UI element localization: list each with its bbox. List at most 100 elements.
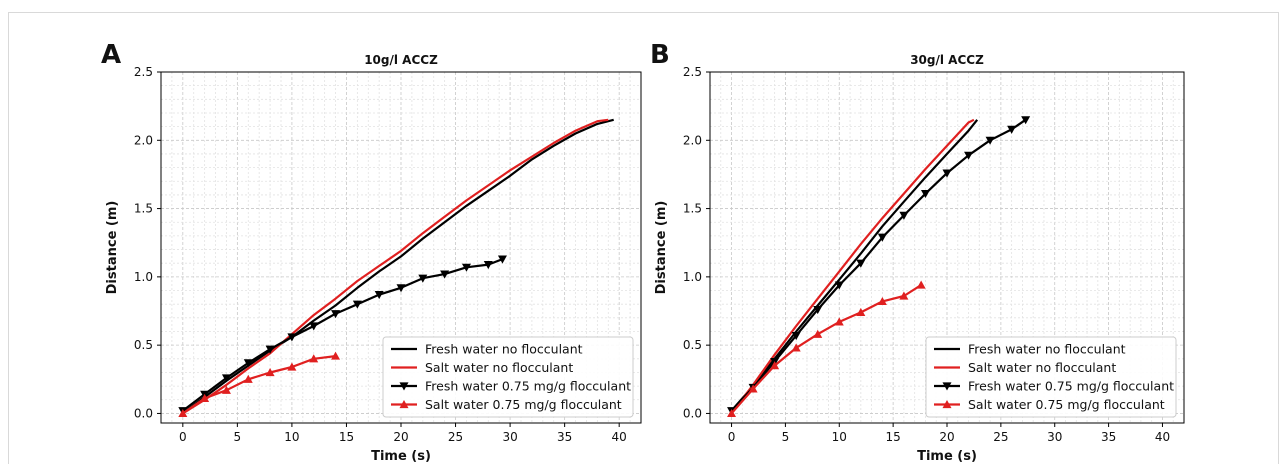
- data-point-marker: [942, 169, 952, 178]
- x-tick-label: 25: [993, 430, 1008, 444]
- data-point-marker: [899, 211, 909, 220]
- legend-marker: [942, 382, 952, 391]
- data-point-marker: [985, 136, 995, 145]
- data-point-marker: [461, 263, 471, 272]
- data-point-marker: [899, 291, 909, 300]
- legend-marker: [942, 400, 952, 409]
- legend-label: Fresh water no flocculant: [968, 342, 1126, 357]
- x-tick-label: 30: [502, 430, 517, 444]
- legend-label: Salt water 0.75 mg/g flocculant: [968, 397, 1165, 412]
- data-point-marker: [331, 310, 341, 319]
- figure-frame: [8, 12, 1279, 464]
- y-tick-label: 1.0: [134, 270, 153, 284]
- y-tick-label: 1.5: [683, 202, 702, 216]
- legend-box: [925, 336, 1177, 418]
- series-line-salt-water-0-75-mg-g-flocculant: [730, 284, 922, 415]
- data-point-marker: [748, 384, 758, 393]
- data-point-marker: [396, 284, 406, 293]
- data-point-marker: [352, 300, 362, 309]
- data-point-marker: [877, 233, 887, 242]
- x-tick-label: 35: [1101, 430, 1116, 444]
- data-point-marker: [770, 361, 780, 370]
- x-tick-label: 20: [393, 430, 408, 444]
- series-salt-water-0-75-mg-g-flocculant: [178, 351, 341, 418]
- series-fresh-water-no-flocculant: [182, 118, 614, 415]
- panel-a-letter: A: [101, 40, 122, 70]
- x-tick-label: 25: [448, 430, 463, 444]
- series-line-fresh-water-no-flocculant: [182, 118, 614, 415]
- series-line-salt-water-no-flocculant: [182, 118, 609, 415]
- data-point-marker: [287, 362, 297, 371]
- data-point-marker: [221, 374, 231, 383]
- data-point-marker: [265, 367, 275, 377]
- legend-label: Salt water no flocculant: [968, 360, 1116, 375]
- data-point-marker: [1021, 116, 1031, 125]
- legend-label: Salt water 0.75 mg/g flocculant: [425, 397, 622, 412]
- data-point-marker: [920, 189, 930, 199]
- data-point-marker: [418, 274, 428, 283]
- data-point-marker: [265, 345, 275, 354]
- y-tick-label: 0.5: [134, 338, 153, 352]
- x-tick-label: 15: [885, 430, 900, 444]
- series-salt-water-no-flocculant: [730, 118, 975, 415]
- x-tick-label: 10: [832, 430, 847, 444]
- x-tick-label: 10: [284, 430, 299, 444]
- legend-label: Fresh water 0.75 mg/g flocculant: [968, 379, 1174, 394]
- y-tick-label: 2.5: [134, 65, 153, 79]
- x-tick-label: 0: [728, 430, 736, 444]
- data-point-marker: [309, 354, 319, 363]
- data-point-marker: [440, 270, 450, 279]
- y-tick-label: 0.0: [683, 406, 702, 420]
- x-tick-label: 5: [782, 430, 790, 444]
- x-tick-label: 40: [1155, 430, 1170, 444]
- y-tick-label: 0.5: [683, 338, 702, 352]
- data-point-marker: [834, 317, 844, 326]
- data-point-marker: [964, 151, 974, 160]
- data-point-marker: [916, 280, 926, 289]
- data-point-marker: [287, 333, 297, 342]
- data-point-marker: [791, 343, 801, 352]
- data-point-marker: [813, 329, 823, 338]
- x-tick-label: 30: [1047, 430, 1062, 444]
- data-point-marker: [309, 322, 319, 331]
- data-point-marker: [178, 408, 188, 418]
- y-tick-label: 0.0: [134, 406, 153, 420]
- series-line-salt-water-no-flocculant: [730, 118, 975, 415]
- x-tick-label: 5: [234, 430, 242, 444]
- x-tick-label: 0: [179, 430, 187, 444]
- data-point-marker: [813, 306, 823, 315]
- legend-label: Fresh water 0.75 mg/g flocculant: [425, 379, 631, 394]
- x-axis-label: Time (s): [917, 449, 977, 464]
- series-salt-water-0-75-mg-g-flocculant: [727, 280, 926, 418]
- y-tick-label: 2.0: [134, 133, 153, 147]
- y-tick-label: 2.0: [683, 133, 702, 147]
- data-point-marker: [834, 281, 844, 290]
- y-axis-label: Distance (m): [654, 201, 669, 295]
- y-tick-label: 1.5: [134, 202, 153, 216]
- data-point-marker: [856, 307, 866, 316]
- data-point-marker: [200, 393, 210, 403]
- x-tick-label: 35: [557, 430, 572, 444]
- data-point-marker: [221, 385, 231, 394]
- data-point-marker: [483, 260, 493, 270]
- x-tick-label: 40: [612, 430, 627, 444]
- chart-panel-b: 0 5 10 15 20 25 30 35 40 0.0 0.5 1.0 1.5 2.0 2.5 30g/l …: [654, 53, 1185, 464]
- legend-box: [382, 336, 634, 418]
- x-tick-label: 15: [339, 430, 354, 444]
- series-line-fresh-water-0-75-mg-g-flocculant: [182, 258, 503, 412]
- legend-marker: [399, 400, 409, 409]
- data-point-marker: [243, 374, 253, 383]
- y-axis-label: Distance (m): [105, 201, 120, 295]
- legend-label: Salt water no flocculant: [425, 360, 573, 375]
- data-point-marker: [497, 255, 507, 264]
- chart-panel-a: 0 5 10 15 20 25 30 35 40 0.0 0.5 1.0 1.5 2.0 2.5 10g/l …: [105, 53, 642, 464]
- data-point-marker: [877, 296, 887, 306]
- legend: Fresh water no flocculant Salt water no f…: [382, 336, 634, 418]
- legend-label: Fresh water no flocculant: [425, 342, 583, 357]
- data-point-marker: [727, 408, 737, 418]
- series-salt-water-no-flocculant: [182, 118, 609, 415]
- data-point-marker: [243, 359, 253, 368]
- y-tick-label: 2.5: [683, 65, 702, 79]
- legend-marker: [399, 382, 409, 391]
- panel-b-letter: B: [650, 40, 670, 70]
